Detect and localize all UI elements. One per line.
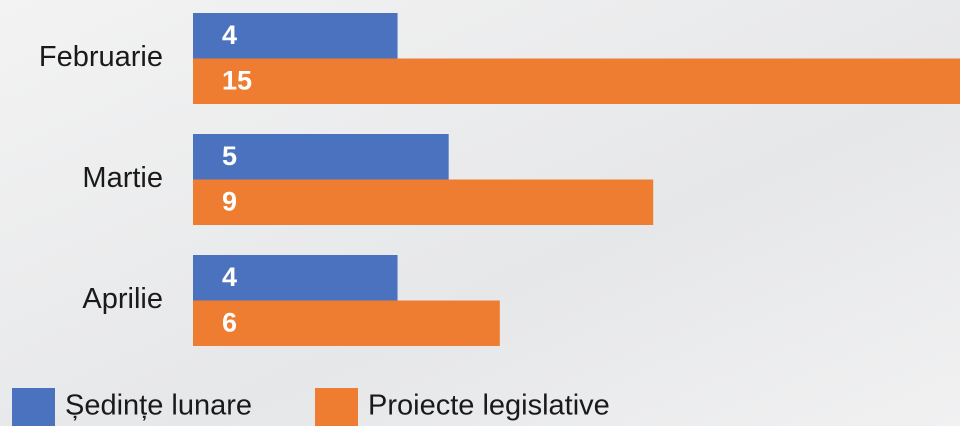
- value-label: 15: [222, 65, 252, 95]
- value-label: 9: [222, 186, 237, 216]
- legend-label: Ședințe lunare: [65, 390, 252, 422]
- bar: [193, 59, 960, 105]
- value-label: 4: [222, 20, 237, 50]
- category-label: Aprilie: [82, 283, 163, 315]
- category-label: Martie: [82, 162, 163, 194]
- bar: [193, 301, 500, 347]
- legend-label: Proiecte legislative: [368, 390, 610, 422]
- chart: Februarie 4 15 Martie 5 9 Aprilie 4 6 Ședințe lun…: [0, 0, 960, 426]
- legend-swatch: [315, 388, 358, 426]
- value-label: 4: [222, 262, 237, 292]
- bar: [193, 180, 653, 226]
- value-label: 5: [222, 141, 237, 171]
- legend-swatch: [12, 388, 55, 426]
- value-label: 6: [222, 307, 237, 337]
- category-label: Februarie: [39, 41, 163, 73]
